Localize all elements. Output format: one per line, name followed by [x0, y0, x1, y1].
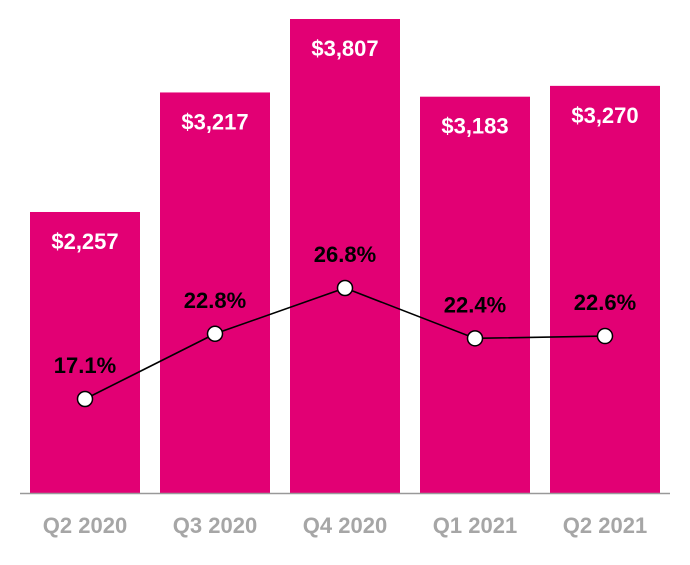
- x-tick-label: Q1 2021: [433, 513, 517, 538]
- x-tick-label: Q4 2020: [303, 513, 387, 538]
- bar-value-label: $3,217: [181, 109, 248, 134]
- margin-value-label: 22.8%: [184, 288, 246, 313]
- margin-value-label: 22.4%: [444, 292, 506, 317]
- bar-value-label: $3,183: [441, 114, 508, 139]
- bar-q1-2021: [420, 96, 530, 493]
- bar-q2-2021: [550, 85, 660, 493]
- bars-layer: [30, 19, 660, 494]
- bar-value-label: $3,807: [311, 36, 378, 61]
- margin-value-label: 22.6%: [574, 290, 636, 315]
- margin-value-label: 26.8%: [314, 242, 376, 267]
- margin-marker: [596, 327, 614, 345]
- x-tick-label: Q2 2021: [563, 513, 647, 538]
- bar-q4-2020: [290, 19, 400, 493]
- x-tick-label: Q2 2020: [43, 513, 127, 538]
- x-tick-label: Q3 2020: [173, 513, 257, 538]
- x-tick-labels: Q2 2020 Q3 2020 Q4 2020 Q1 2021 Q2 2021: [43, 513, 647, 538]
- margin-marker: [336, 279, 354, 297]
- bar-value-label: $2,257: [51, 229, 118, 254]
- margin-value-label: 17.1%: [54, 353, 116, 378]
- bar-labels-layer: $2,257 $3,217 $3,807 $3,183 $3,270: [51, 36, 638, 254]
- line-labels-layer: 17.1% 22.8% 26.8% 22.4% 22.6%: [54, 242, 636, 378]
- bar-q2-2020: [30, 211, 140, 493]
- bar-value-label: $3,270: [571, 103, 638, 128]
- margin-marker: [206, 325, 224, 343]
- margin-marker: [76, 390, 94, 408]
- markers-layer: [76, 279, 614, 408]
- margin-marker: [466, 330, 484, 347]
- bar-q3-2020: [160, 92, 270, 494]
